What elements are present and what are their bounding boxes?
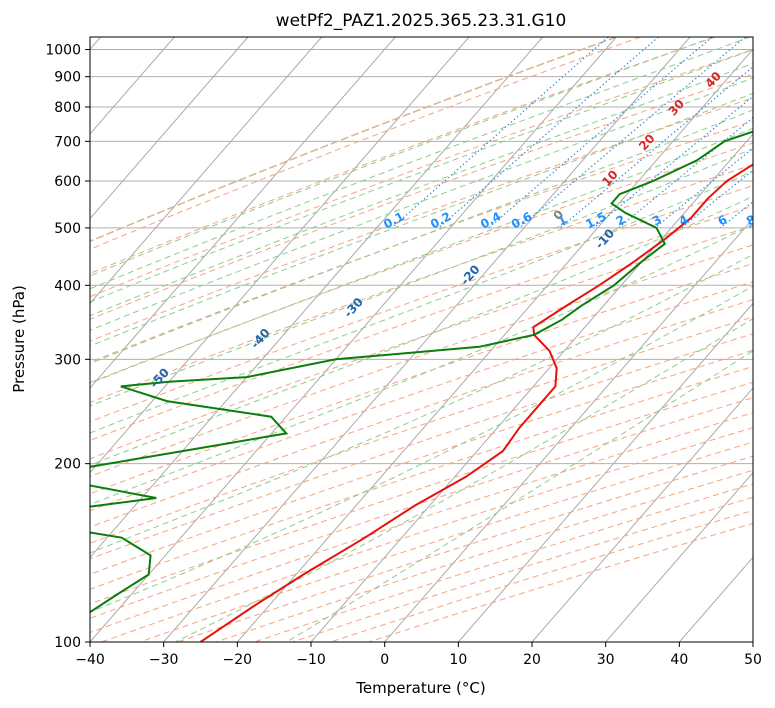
dry-adiabat-label: -50 [147, 365, 172, 390]
y-tick-label: 400 [54, 278, 81, 294]
dry-adiabat-line [90, 120, 753, 363]
y-tick-label: 900 [54, 70, 81, 86]
mixing-ratio-line [488, 37, 713, 229]
mixing-ratio-line [391, 37, 609, 229]
mixing-ratio-label: 8 [744, 212, 758, 228]
mixing-ratio-line [438, 37, 659, 229]
isotherm-line [752, 641, 753, 642]
mixing-ratio-label: 10 [763, 210, 775, 230]
isotherm-line [163, 37, 691, 642]
moist-adiabats [90, 37, 753, 642]
x-tick-label: 30 [597, 652, 615, 668]
x-axis-title: Temperature (°C) [355, 679, 485, 697]
y-tick-label: 800 [54, 100, 81, 116]
dry-adiabat-line [215, 469, 753, 642]
dry-adiabat-line [90, 244, 753, 478]
x-tick-label: 20 [523, 652, 541, 668]
dry-adiabat-line [90, 225, 753, 460]
chart-title: wetPf2_PAZ1.2025.365.23.31.G10 [276, 11, 567, 31]
moist-adiabat-label: 30 [666, 97, 688, 119]
isotherm-line [90, 37, 470, 474]
moist-adiabat-label: 40 [702, 69, 724, 91]
mixing-ratio-label: 2 [614, 212, 628, 228]
isotherm-line [90, 37, 249, 220]
x-tick-label: 40 [670, 652, 688, 668]
moist-adiabat-line [90, 62, 753, 317]
isotherm-line [310, 133, 753, 642]
y-tick-label: 1000 [45, 43, 81, 59]
moist-adiabat-line [90, 92, 753, 347]
x-axis-ticks: −40 −30 −20 −10 0 10 20 30 40 50 [75, 642, 762, 668]
dry-adiabat-line [90, 37, 641, 250]
moist-adiabat-label: 20 [636, 131, 658, 153]
dewpoint-line [90, 130, 753, 614]
isotherm-line [236, 48, 753, 642]
x-tick-label: −30 [149, 652, 179, 668]
x-tick-label: 50 [744, 652, 762, 668]
moist-adiabat-label: 10 [599, 167, 621, 189]
x-tick-label: 0 [380, 652, 389, 668]
moist-adiabat-line [90, 48, 753, 303]
y-tick-label: 600 [54, 174, 81, 190]
moist-adiabat-line [90, 285, 753, 613]
dry-adiabat-label: -30 [341, 295, 366, 320]
mixing-ratio-line [519, 37, 746, 229]
y-axis-title: Pressure (hPa) [10, 285, 28, 393]
isotherm-line [90, 37, 617, 642]
isotherm-line [678, 556, 753, 642]
dry-adiabat-line [90, 365, 753, 590]
plot-area: -100-90-80-70-60-50-40-30-20-100.10.20.4… [37, 37, 775, 642]
y-tick-label: 300 [54, 352, 81, 368]
moist-adiabat-line [90, 127, 753, 384]
isotherm-line [90, 37, 544, 559]
moist-adiabat-line [90, 170, 753, 434]
moist-adiabat-line [174, 318, 753, 642]
moist-adiabat-line [90, 37, 751, 290]
y-tick-label: 500 [54, 221, 81, 237]
y-tick-label: 700 [54, 134, 81, 150]
dry-adiabat-line [90, 333, 753, 560]
isotherm-line [457, 302, 753, 642]
dry-adiabat-line [330, 509, 753, 642]
y-axis-ticks: 100 200 300 400 500 600 700 800 900 1000 [45, 43, 90, 651]
dry-adiabat-line [90, 412, 753, 633]
dry-adiabat-label: -60 [37, 416, 62, 441]
y-tick-label: 100 [54, 635, 81, 651]
mixing-ratio-line [681, 169, 753, 229]
temperature-line [199, 163, 753, 642]
dry-adiabats [90, 37, 753, 642]
moist-adiabat-line [90, 109, 753, 365]
dry-adiabat-line [90, 281, 753, 512]
dry-adiabat-line [368, 522, 753, 642]
background-line-labels: -100-90-80-70-60-50-40-30-20-100.10.20.4… [37, 69, 775, 441]
surface-theta-line [90, 37, 617, 243]
isotherm-line [384, 217, 753, 642]
moist-adiabat-line [90, 37, 714, 277]
isotherm-grid [90, 37, 753, 642]
plot-frame [89, 36, 754, 643]
dry-adiabat-line [90, 49, 753, 298]
dry-adiabat-line [90, 164, 753, 404]
dry-adiabat-line [90, 97, 753, 342]
moist-adiabat-line [90, 147, 753, 407]
mixing-ratio-line [772, 37, 775, 228]
dry-adiabat-label: -40 [248, 326, 273, 351]
x-tick-label: 10 [449, 652, 467, 668]
dry-adiabat-line [90, 397, 753, 619]
x-tick-label: −10 [296, 652, 326, 668]
y-tick-label: 200 [54, 457, 81, 473]
dry-adiabat-line [90, 185, 753, 423]
dry-adiabat-line [90, 73, 753, 320]
dry-adiabat-line [90, 381, 753, 605]
isotherm-line [90, 37, 396, 389]
moist-adiabat-line [90, 195, 753, 466]
dry-adiabat-line [90, 142, 753, 384]
x-tick-label: −20 [223, 652, 253, 668]
isotherm-line [605, 471, 753, 642]
sounding-series [90, 130, 753, 642]
isotherm-line [90, 37, 323, 305]
isotherm-line [531, 387, 753, 642]
x-tick-label: −40 [75, 652, 105, 668]
